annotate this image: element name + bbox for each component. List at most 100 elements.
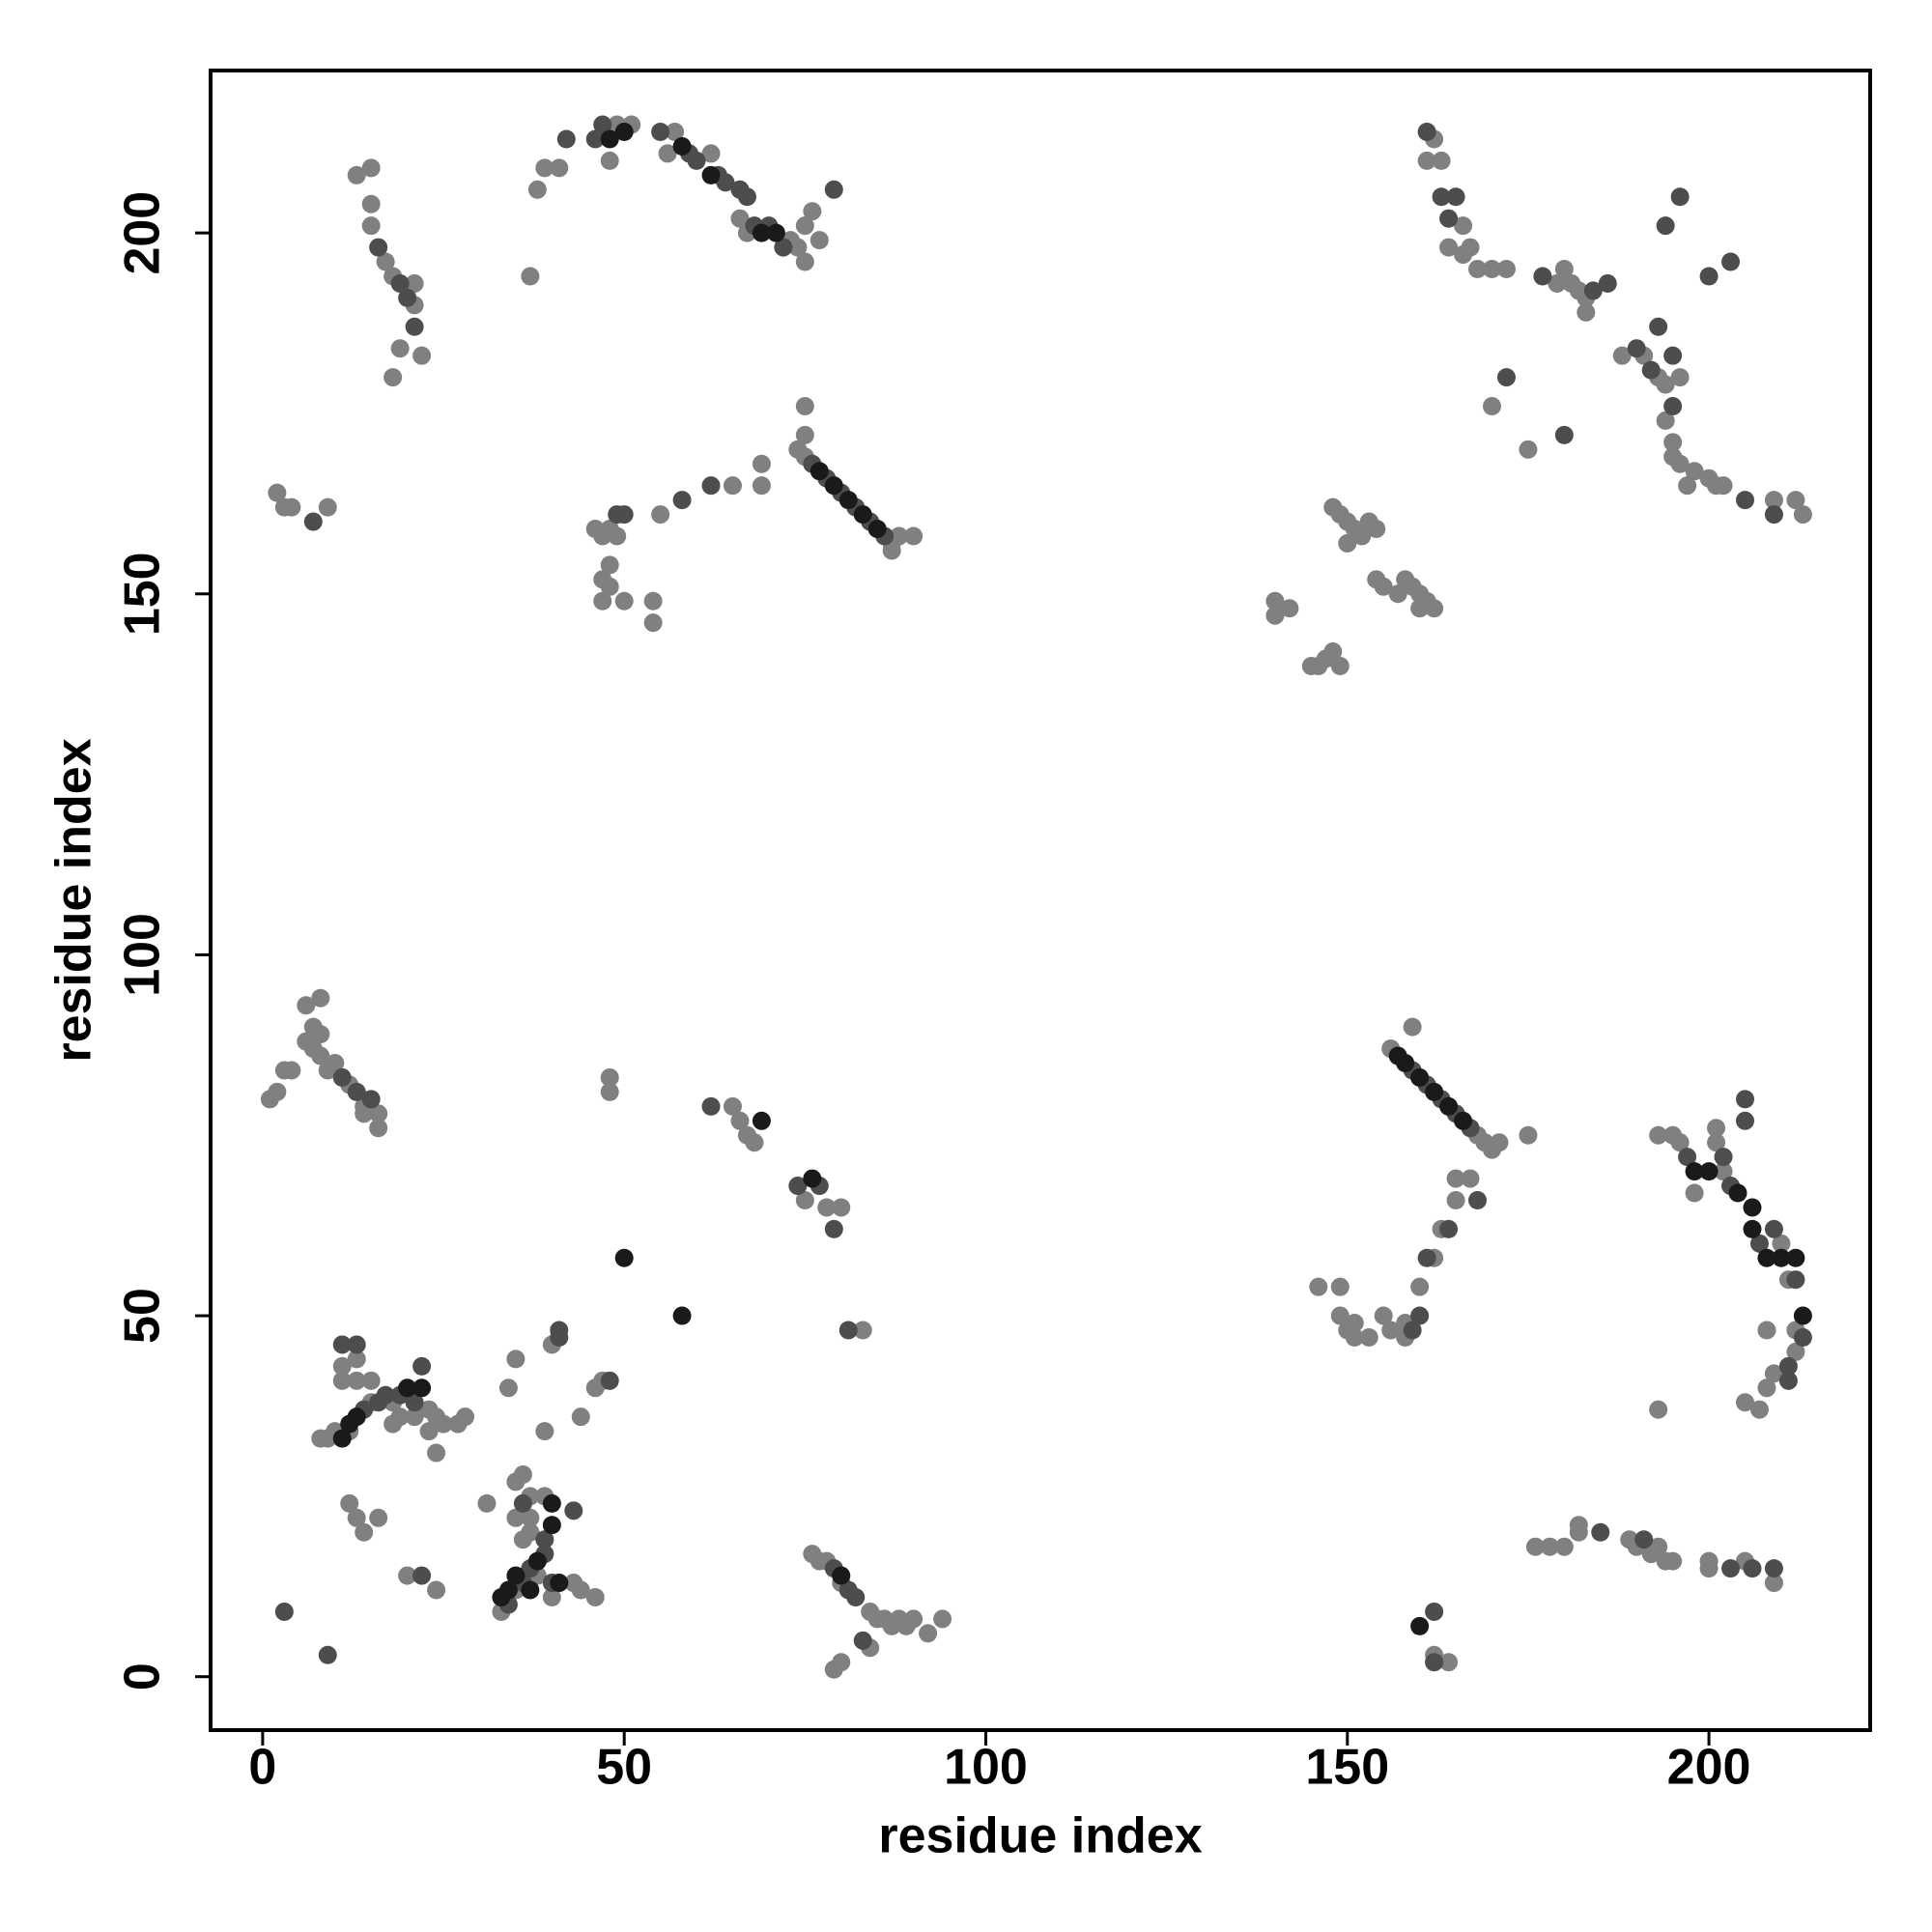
point <box>832 1198 851 1217</box>
point <box>810 231 829 250</box>
point <box>1533 267 1552 286</box>
point <box>608 526 627 546</box>
point <box>332 1067 352 1087</box>
point <box>361 158 381 178</box>
point <box>506 1566 526 1585</box>
point <box>752 1111 771 1130</box>
point <box>1778 1371 1798 1390</box>
point <box>535 158 554 178</box>
point <box>867 520 887 539</box>
point <box>1280 599 1299 618</box>
point <box>274 1602 294 1621</box>
point <box>752 454 771 473</box>
point <box>1417 123 1436 142</box>
point <box>1323 642 1343 662</box>
point <box>766 223 785 242</box>
point <box>456 1407 475 1427</box>
point <box>1425 599 1444 618</box>
point <box>1786 1270 1805 1290</box>
point <box>390 339 410 358</box>
point <box>1446 187 1465 207</box>
point <box>1554 260 1574 279</box>
point <box>412 1566 432 1585</box>
point <box>1764 491 1783 510</box>
point <box>340 1493 359 1513</box>
point <box>477 1493 497 1513</box>
point <box>1496 260 1516 279</box>
point <box>1678 1148 1697 1167</box>
point <box>1663 433 1683 452</box>
point <box>550 1574 569 1593</box>
point <box>1786 1248 1805 1267</box>
point <box>600 129 619 149</box>
point <box>1714 476 1733 496</box>
point <box>361 1371 381 1390</box>
point <box>1721 252 1741 271</box>
point <box>498 1580 518 1600</box>
point <box>1309 1277 1328 1296</box>
point <box>498 1378 518 1398</box>
point <box>737 187 756 207</box>
point <box>1338 533 1357 553</box>
point <box>361 1090 381 1109</box>
point <box>1721 1559 1741 1578</box>
point <box>1793 1306 1812 1325</box>
point <box>1663 396 1683 415</box>
point <box>513 1464 532 1484</box>
point <box>1764 505 1783 525</box>
point <box>1265 591 1285 611</box>
point <box>303 512 323 531</box>
point <box>1793 1327 1812 1347</box>
point <box>542 1516 561 1535</box>
point <box>853 1321 872 1340</box>
point <box>361 216 381 236</box>
point <box>723 476 742 496</box>
point <box>1569 1522 1588 1542</box>
point <box>1743 1198 1762 1217</box>
point <box>1786 491 1805 510</box>
point <box>427 1580 446 1600</box>
point <box>672 491 692 510</box>
point <box>1548 273 1567 293</box>
point <box>1583 281 1603 300</box>
point <box>412 1356 432 1376</box>
point <box>672 136 692 156</box>
point <box>1439 1653 1459 1672</box>
point <box>1627 339 1646 358</box>
point <box>1425 1602 1444 1621</box>
point <box>1374 1306 1393 1325</box>
point <box>1598 273 1617 293</box>
point <box>1425 1082 1444 1101</box>
point <box>376 1385 395 1405</box>
point <box>318 1645 337 1664</box>
point <box>853 505 872 525</box>
point <box>1685 1162 1704 1181</box>
point <box>571 1407 590 1427</box>
point <box>332 1335 352 1354</box>
point <box>593 526 612 546</box>
point <box>369 238 388 257</box>
point <box>332 1429 352 1448</box>
point <box>1439 209 1459 228</box>
point <box>1743 1219 1762 1238</box>
point <box>1656 411 1675 430</box>
point <box>1757 1321 1776 1340</box>
point <box>593 115 612 134</box>
point <box>838 491 858 510</box>
point <box>745 1133 764 1152</box>
point <box>795 1190 814 1209</box>
point <box>311 1046 330 1065</box>
point <box>535 1530 554 1549</box>
point <box>1678 476 1697 496</box>
point <box>550 158 569 178</box>
point <box>347 1335 366 1354</box>
point <box>1764 1219 1783 1238</box>
point <box>701 1096 721 1116</box>
point <box>643 613 663 633</box>
point <box>419 1422 439 1441</box>
point <box>384 368 403 387</box>
point <box>1439 238 1459 257</box>
point <box>1439 1219 1459 1238</box>
point <box>1417 1248 1436 1267</box>
